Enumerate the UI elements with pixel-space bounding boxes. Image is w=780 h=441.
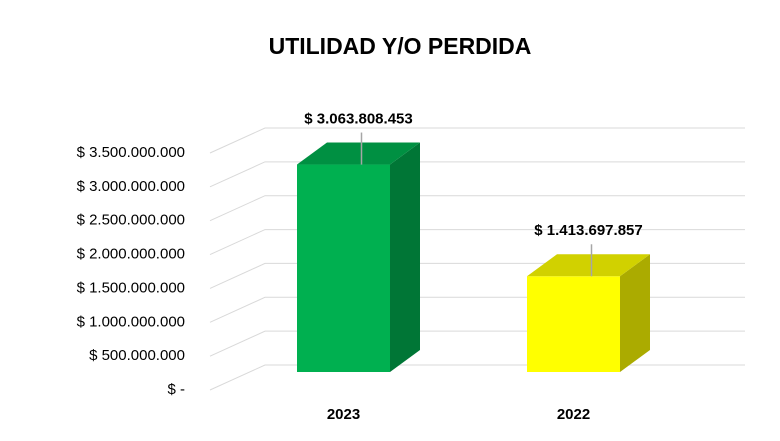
y-tick-label: $ 2.000.000.000 (77, 246, 185, 263)
y-tick-label: $ 2.500.000.000 (77, 212, 185, 229)
bar-front (297, 164, 390, 372)
x-tick-label: 2023 (327, 406, 360, 423)
x-tick-label: 2022 (557, 406, 590, 423)
bar-front (527, 276, 620, 372)
y-tick-label: $ 1.000.000.000 (77, 313, 185, 330)
y-tick-label: $ 500.000.000 (89, 347, 185, 364)
y-tick-label: $ 3.500.000.000 (77, 144, 185, 161)
bar-top (297, 142, 420, 165)
chart-title: UTILIDAD Y/O PERDIDA (269, 33, 532, 59)
grid-line (209, 127, 745, 154)
bar-side (620, 254, 650, 372)
bar-side (390, 142, 420, 372)
grid-line (209, 229, 745, 256)
grid-line (209, 195, 745, 222)
y-tick-label: $ 1.500.000.000 (77, 279, 185, 296)
bar-top (527, 254, 650, 277)
grid-line (209, 161, 745, 188)
data-label: $ 1.413.697.857 (534, 222, 642, 239)
y-tick-label: $ 3.000.000.000 (77, 178, 185, 195)
y-tick-label: $ - (167, 381, 185, 398)
data-label: $ 3.063.808.453 (304, 111, 412, 128)
